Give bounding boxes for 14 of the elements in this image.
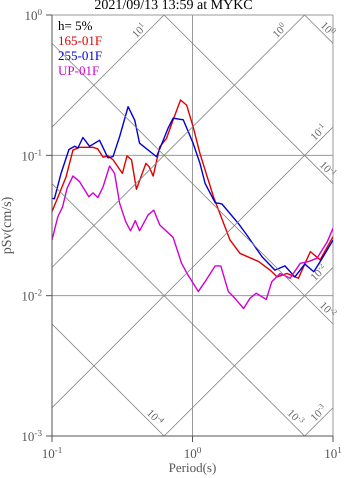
text: 165-01F [58, 33, 102, 48]
annotation: h= 5% [58, 18, 94, 33]
x-tick-label: 10$^{-1}$ [42, 445, 62, 461]
text: 255-01F [58, 48, 102, 63]
y-tick-label: 10$^{-2}$ [21, 288, 42, 304]
chart-title: 2021/09/13 13:59 at MYKC [94, 0, 253, 13]
x-tick-label: 10$^{0}$ [184, 445, 202, 461]
y-tick-label: 10$^{0}$ [24, 7, 42, 23]
y-axis-title: pSv(cm/s) [0, 196, 15, 254]
x-axis-title: Period(s) [168, 460, 216, 475]
text: UP-01F [58, 63, 100, 78]
x-tick-label: 10$^{1}$ [324, 445, 342, 461]
y-tick-label: 10$^{-1}$ [21, 147, 42, 164]
y-tick-label: 10$^{-3}$ [21, 428, 42, 444]
